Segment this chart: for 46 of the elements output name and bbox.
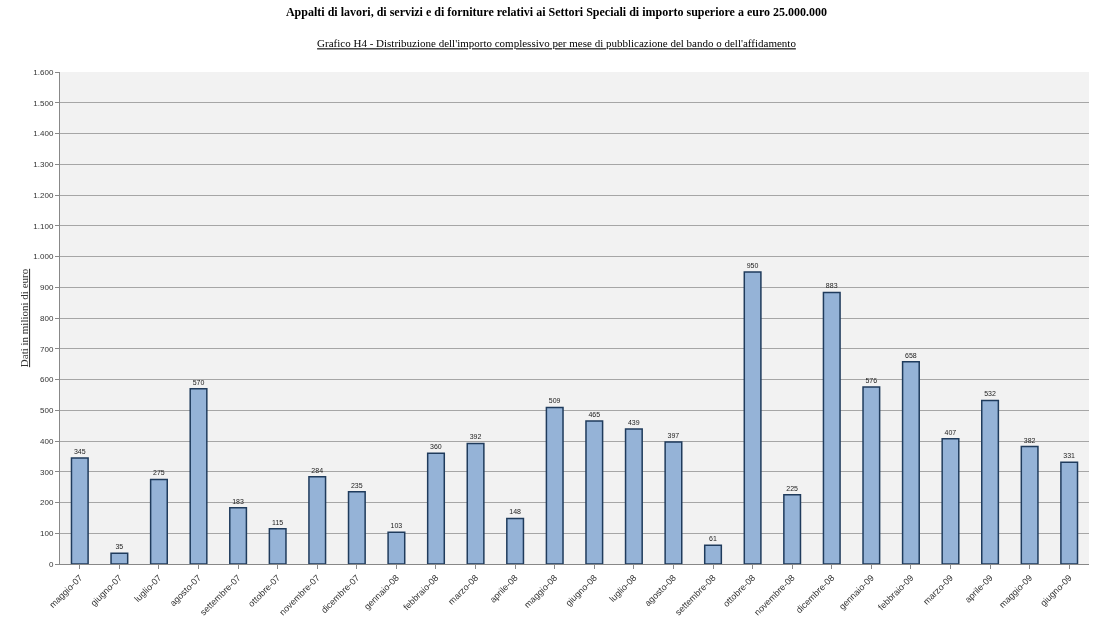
bar (624, 428, 643, 564)
y-tick-label: 1.400 (33, 129, 54, 139)
bar (387, 531, 406, 564)
y-tick-label: 400 (40, 436, 54, 446)
chart-subtitle: Grafico H4 - Distribuzione dell'importo complessivo per mese di pubblicazione del bando o dell'affidamento (317, 37, 797, 50)
bar (1060, 461, 1079, 564)
y-tick-label: 200 (40, 498, 54, 508)
y-tick-label: 300 (40, 467, 54, 477)
bar (941, 438, 960, 564)
bar (981, 399, 1000, 564)
y-tick-label: 600 (40, 375, 54, 385)
bar (545, 406, 564, 564)
y-tick-label: 700 (40, 344, 54, 354)
y-tick-label: 1.200 (33, 190, 54, 200)
bar (229, 506, 248, 564)
y-tick-label: 0 (48, 559, 54, 569)
y-tick-label: 1.100 (33, 221, 54, 231)
bar (70, 457, 89, 564)
bar (110, 552, 129, 564)
bar (189, 387, 208, 564)
y-tick-label: 500 (40, 406, 54, 416)
bar (822, 291, 841, 564)
bar (149, 478, 168, 564)
y-tick-label: 900 (40, 283, 54, 293)
y-axis-title: Dati in milioni di euro (18, 268, 30, 368)
bar (347, 490, 366, 564)
bar (268, 527, 287, 564)
bar (506, 517, 525, 564)
y-tick-label: 1.300 (33, 160, 54, 170)
y-tick-label: 100 (40, 529, 54, 539)
bar (743, 271, 762, 564)
bar (426, 452, 446, 564)
bar (585, 420, 604, 564)
y-tick-label: 1.500 (33, 98, 54, 108)
bar (466, 442, 485, 564)
bar (703, 544, 723, 564)
bar (862, 386, 881, 564)
y-tick-label: 800 (40, 313, 54, 323)
bar (308, 475, 327, 564)
bar (1020, 445, 1039, 564)
bar (664, 441, 683, 564)
y-tick-label: 1.600 (33, 67, 54, 77)
y-tick-label: 1.000 (33, 252, 54, 262)
bar (901, 360, 920, 564)
bar (783, 494, 802, 564)
chart-title: Appalti di lavori, di servizi e di forniture relativi ai Settori Speciali di importo superiore a euro 25.000.000 (285, 5, 828, 20)
